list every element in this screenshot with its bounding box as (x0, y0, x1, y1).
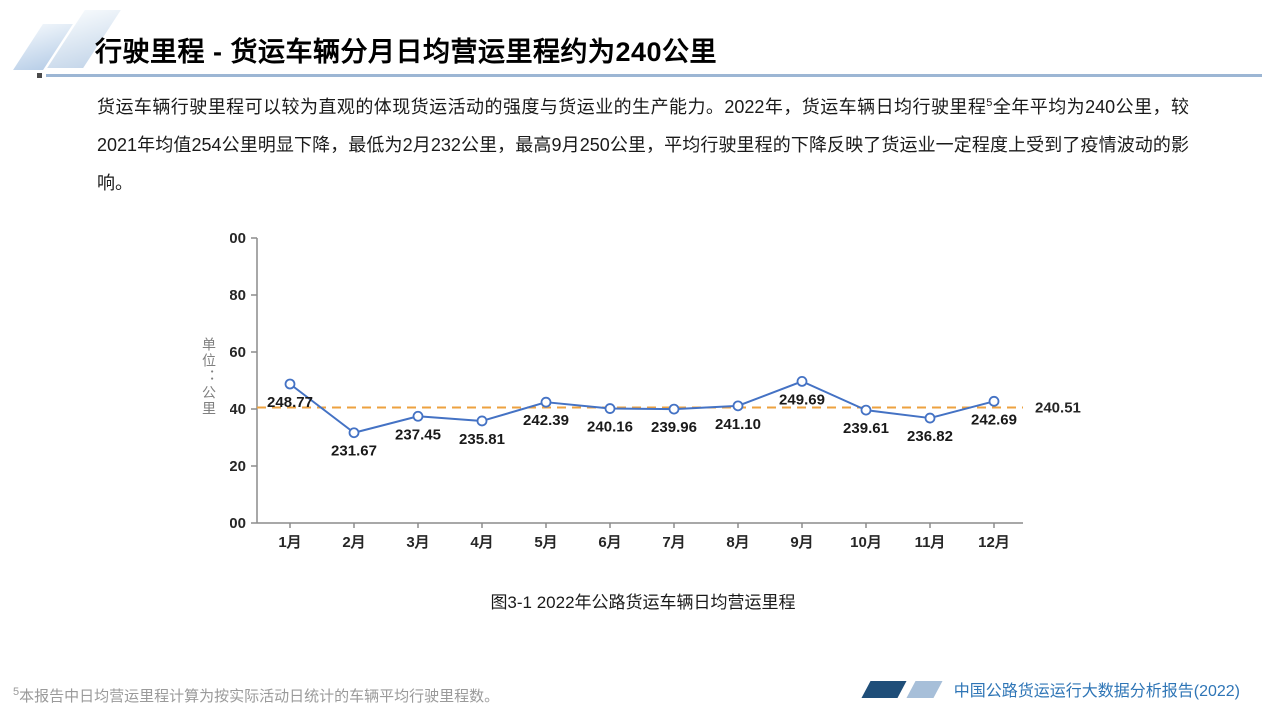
footer-report-title: 中国公路货运运行大数据分析报告(2022) (953, 683, 1240, 700)
title-underline-dot (37, 73, 42, 78)
figure-caption: 图3-1 2022年公路货运车辆日均营运里程 (490, 593, 796, 612)
paragraph-text-tail: 全年平均为240公里，较2021年均值254公里明显下降，最低为2月232公里，… (97, 97, 1189, 193)
data-point-marker (412, 410, 424, 422)
x-axis-month-label: 8月 (726, 534, 749, 551)
y-axis-unit-label: 单位：公里 (201, 337, 217, 417)
mileage-line-chart: 200 220 240 260 280 300 1月 2月 3月 4月 5月 6月 7月 8月 9月 10月 1… (230, 230, 1081, 551)
footnote: 5本报告中日均营运里程计算为按实际活动日统计的车辆平均行驶里程数。 (13, 685, 499, 706)
data-point-label: 239.96 (651, 419, 697, 436)
title-underline (46, 74, 1262, 77)
x-axis-month-label: 4月 (470, 534, 493, 551)
data-point-label: 236.82 (907, 428, 953, 445)
y-axis-tick-label: 300 (230, 230, 246, 247)
x-axis-month-label: 3月 (406, 534, 429, 551)
x-axis-month-label: 11月 (915, 534, 946, 551)
data-point-marker (860, 404, 872, 416)
data-point-label: 242.39 (523, 412, 569, 429)
data-point-label: 249.69 (779, 391, 825, 408)
data-point-marker (540, 396, 552, 408)
data-point-label: 239.61 (843, 420, 889, 437)
data-point-marker (668, 403, 680, 415)
mileage-series-line (289, 380, 995, 434)
y-axis-tick-label: 260 (230, 344, 246, 361)
footer: 中国公路货运运行大数据分析报告(2022) (861, 677, 1240, 701)
average-line-label: 240.51 (1035, 400, 1081, 417)
data-point-marker (732, 400, 744, 412)
footnote-reference: 5 (986, 97, 993, 109)
data-point-marker (924, 412, 936, 424)
data-point-marker (988, 395, 1000, 407)
data-point-marker (284, 378, 296, 390)
data-point-label: 242.69 (971, 411, 1017, 428)
data-point-marker (796, 375, 808, 387)
x-axis-month-label: 5月 (534, 534, 557, 551)
data-point-label: 231.67 (331, 443, 377, 460)
x-axis-month-label: 1月 (278, 534, 301, 551)
page-title: 行驶里程 - 货运车辆分月日均营运里程约为240公里 (95, 37, 718, 67)
y-axis-tick-label: 200 (230, 515, 246, 532)
footer-logo-dark-parallelogram (861, 680, 907, 698)
y-axis-tick-label: 280 (230, 287, 246, 304)
x-axis-month-label: 12月 (978, 534, 1010, 551)
data-point-label: 240.16 (587, 419, 633, 436)
x-axis-month-label: 6月 (598, 534, 621, 551)
data-point-label: 235.81 (459, 431, 505, 448)
data-point-label: 241.10 (715, 416, 761, 433)
data-point-marker (476, 415, 488, 427)
footnote-marker: 5 (13, 686, 20, 698)
x-axis-month-label: 2月 (342, 534, 365, 551)
data-point-marker (604, 403, 616, 414)
y-axis-tick-label: 220 (230, 458, 246, 475)
y-axis-tick-label: 240 (230, 401, 246, 418)
data-point-label: 248.77 (267, 394, 313, 411)
data-point-label: 237.45 (395, 426, 441, 443)
x-axis-month-label: 9月 (790, 534, 813, 551)
footer-logo-light-parallelogram (906, 680, 943, 698)
footnote-text: 本报告中日均营运里程计算为按实际活动日统计的车辆平均行驶里程数。 (19, 688, 500, 705)
body-paragraph: 货运车辆行驶里程可以较为直观的体现货运活动的强度与货运业的生产能力。2022年，… (97, 84, 1189, 202)
x-axis-month-label: 10月 (850, 534, 882, 551)
paragraph-text-lead: 货运车辆行驶里程可以较为直观的体现货运活动的强度与货运业的生产能力。2022年，… (97, 97, 987, 117)
x-axis-month-label: 7月 (662, 534, 685, 551)
data-point-marker (348, 427, 360, 439)
